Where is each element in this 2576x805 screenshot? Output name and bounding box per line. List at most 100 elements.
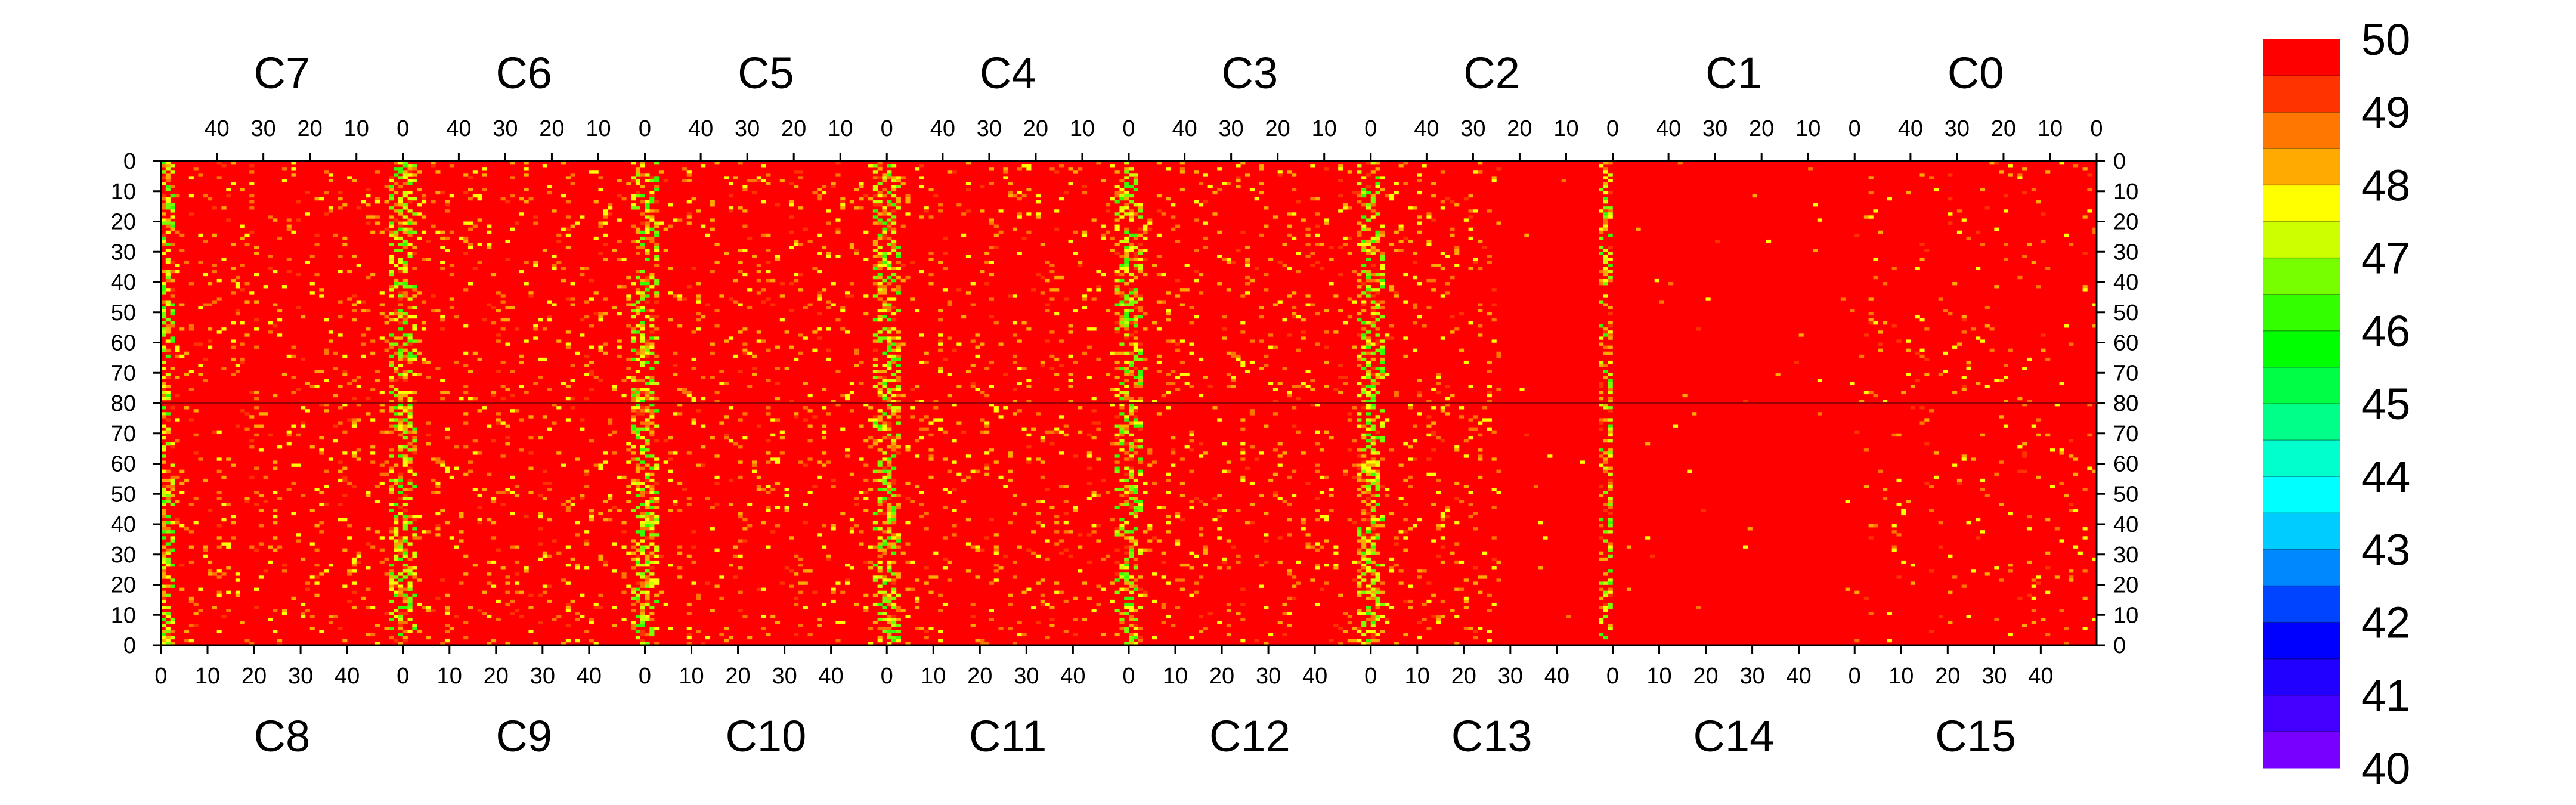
heatmap-cell — [1101, 478, 1106, 482]
heatmap-cell — [640, 609, 645, 612]
heatmap-cell — [640, 481, 645, 485]
heatmap-cell — [565, 246, 571, 249]
heatmap-cell — [398, 364, 404, 367]
heatmap-cell — [1096, 288, 1101, 292]
heatmap-cell — [394, 542, 399, 546]
heatmap-cell — [1078, 569, 1083, 573]
heatmap-cell — [649, 497, 655, 500]
heatmap-cell — [1608, 351, 1613, 355]
heatmap-cell — [1948, 197, 1953, 201]
heatmap-cell — [296, 218, 301, 222]
top-tick-label: 0 — [639, 116, 651, 141]
heatmap-cell — [1487, 360, 1492, 364]
heatmap-cell — [589, 509, 594, 513]
heatmap-cell — [203, 478, 208, 482]
heatmap-cell — [696, 294, 701, 298]
heatmap-cell — [938, 318, 943, 322]
heatmap-cell — [691, 530, 696, 534]
heatmap-cell — [1199, 291, 1204, 295]
heatmap-cell — [738, 330, 743, 334]
heatmap-cell — [477, 409, 482, 413]
heatmap-cell — [631, 397, 636, 401]
heatmap-cell — [989, 518, 995, 522]
heatmap-cell — [640, 221, 645, 225]
heatmap-cell — [565, 233, 571, 237]
top-column-axis: 40 30 20 10 0 40 30 20 10 0 40 30 20 10 0 40 30 20 10 0 40 30… — [204, 116, 2103, 161]
heatmap-cell — [1119, 255, 1125, 258]
heatmap-cell — [589, 297, 594, 301]
heatmap-cell — [412, 566, 417, 570]
heatmap-cell — [1403, 161, 1408, 165]
heatmap-cell — [724, 339, 729, 343]
heatmap-cell — [817, 297, 822, 301]
heatmap-cell — [324, 409, 329, 413]
heatmap-cell — [1231, 376, 1236, 379]
heatmap-cell — [407, 542, 413, 546]
heatmap-cell — [1012, 227, 1018, 231]
heatmap-cell — [389, 587, 394, 591]
heatmap-cell — [402, 606, 408, 609]
heatmap-cell — [1119, 209, 1125, 213]
heatmap-cell — [561, 267, 566, 271]
heatmap-cell — [631, 224, 636, 228]
heatmap-cell — [1361, 391, 1367, 395]
heatmap-cell — [431, 164, 436, 168]
heatmap-cell — [1989, 327, 1995, 331]
heatmap-cell — [1184, 382, 1190, 385]
heatmap-cell — [882, 542, 887, 546]
heatmap-cell — [1078, 261, 1083, 264]
heatmap-cell — [589, 324, 594, 328]
heatmap-cell — [1952, 345, 1958, 349]
heatmap-cell — [258, 575, 264, 579]
heatmap-cell — [402, 243, 408, 246]
heatmap-cell — [835, 230, 841, 234]
heatmap-cell — [1012, 560, 1018, 564]
heatmap-cell — [896, 330, 901, 334]
heatmap-cell — [161, 327, 166, 331]
heatmap-cell — [412, 575, 417, 579]
heatmap-cell — [891, 481, 897, 485]
heatmap-cell — [775, 418, 781, 422]
heatmap-cell — [1026, 460, 1032, 464]
heatmap-cell — [640, 451, 645, 455]
heatmap-cell — [617, 509, 622, 513]
heatmap-cell — [389, 215, 394, 219]
heatmap-cell — [961, 233, 967, 237]
left-tick-label: 30 — [111, 240, 136, 265]
heatmap-cell — [1357, 294, 1362, 298]
heatmap-cell — [1603, 261, 1608, 264]
heatmap-cell — [817, 460, 822, 464]
heatmap-cell — [686, 212, 692, 216]
heatmap-cell — [593, 236, 599, 240]
heatmap-cell — [188, 418, 194, 422]
heatmap-cell — [319, 530, 324, 534]
heatmap-cell — [714, 261, 720, 264]
heatmap-cell — [924, 566, 929, 570]
heatmap-cell — [309, 255, 315, 258]
heatmap-cell — [398, 445, 404, 449]
heatmap-cell — [328, 330, 333, 334]
heatmap-cell — [1143, 367, 1148, 370]
heatmap-cell — [1599, 300, 1604, 304]
heatmap-cell — [1459, 348, 1465, 352]
heatmap-cell — [1129, 288, 1134, 292]
heatmap-cell — [328, 457, 333, 461]
heatmap-cell — [1984, 324, 1990, 328]
top-tick-label: 40 — [204, 116, 229, 141]
heatmap-cell — [412, 451, 417, 455]
heatmap-cell — [649, 273, 655, 277]
heatmap-cell — [459, 539, 464, 543]
heatmap-cell — [1603, 267, 1608, 271]
heatmap-cell — [649, 518, 655, 522]
heatmap-cell — [635, 394, 640, 398]
heatmap-cell — [1608, 270, 1613, 274]
heatmap-cell — [1603, 227, 1608, 231]
heatmap-cell — [1296, 315, 1301, 319]
heatmap-cell — [505, 491, 510, 494]
heatmap-cell — [165, 270, 171, 274]
heatmap-cell — [701, 397, 706, 401]
heatmap-cell — [1040, 243, 1045, 246]
heatmap-cell — [1398, 227, 1404, 231]
heatmap-cell — [249, 182, 255, 185]
heatmap-cell — [412, 315, 417, 319]
